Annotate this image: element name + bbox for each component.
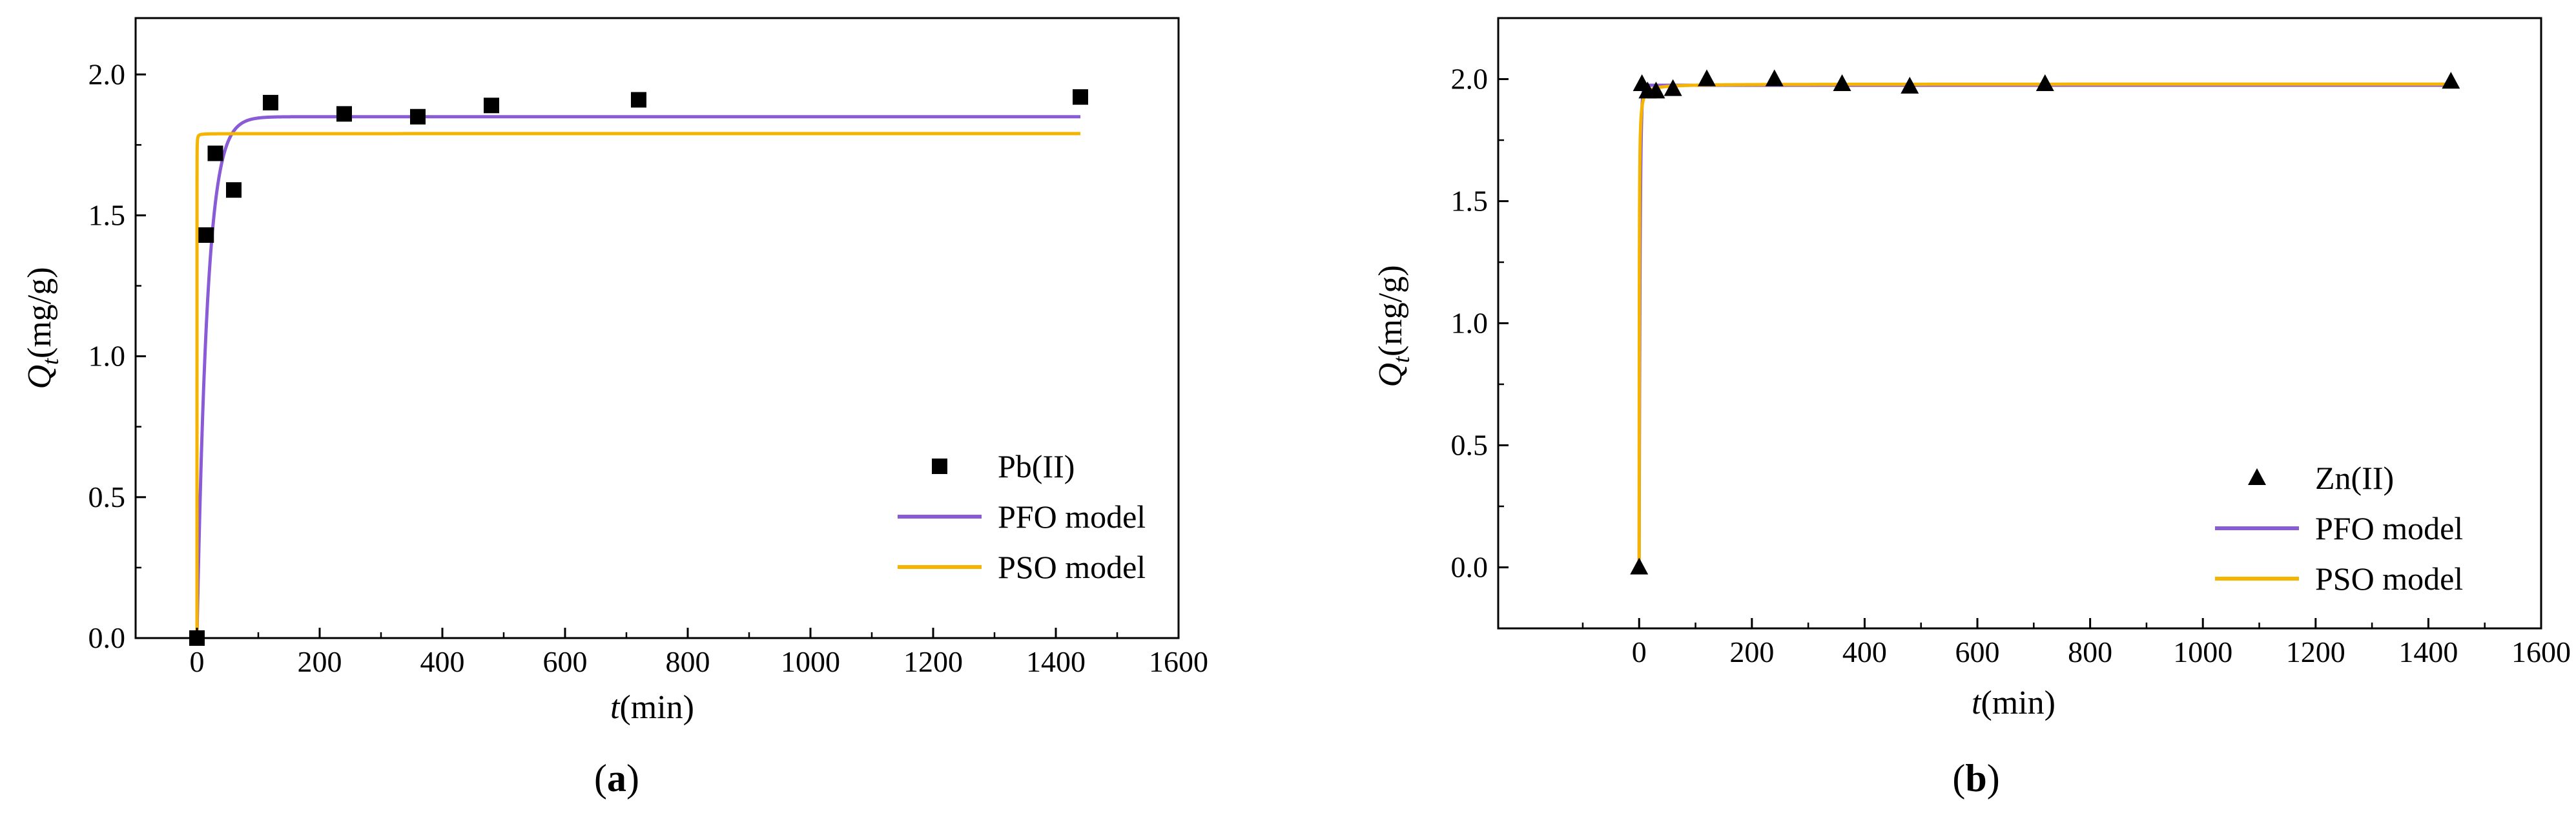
axes-layer-b: 0 200 400 600 800 1000 1200 1400 1600 0.0 0.5 1.0 1.…: [1451, 63, 2571, 669]
x-tick-label-a: 1400: [1026, 645, 1086, 678]
panel-label-a-letter: a: [607, 757, 626, 800]
y-tick-label-b: 0.0: [1451, 551, 1489, 584]
data-point-b: [1833, 74, 1851, 92]
series-layer-b: [1630, 69, 2460, 575]
data-point-b: [1698, 69, 1716, 87]
y-axis-title-b: Qt(mg/g): [1372, 265, 1414, 387]
data-point-a: [410, 108, 426, 125]
x-tick-label-b: 1600: [2511, 635, 2571, 668]
x-axis-unit-b: (min): [1981, 685, 2056, 721]
y-tick-label-b: 1.0: [1451, 307, 1489, 340]
data-point-a: [263, 94, 278, 110]
panel-label-b-letter: b: [1965, 757, 1986, 800]
x-tick-label-a: 200: [298, 645, 342, 678]
legend-label-b: Zn(II): [2315, 460, 2394, 496]
panel-label-a-close: ): [626, 757, 639, 800]
y-tick-label-b: 0.5: [1451, 429, 1489, 462]
data-point-a: [336, 106, 352, 122]
data-point-b: [1647, 81, 1665, 99]
y-tick-label-a: 1.5: [88, 198, 126, 231]
panel-label-b: (b): [1952, 757, 1999, 800]
x-axis-symbol-b: t: [1972, 685, 1982, 721]
data-point-b: [1901, 76, 1919, 94]
x-tick-label-a: 1600: [1149, 645, 1208, 678]
panel-label-a: (a): [594, 757, 639, 800]
x-tick-label-a: 800: [666, 645, 710, 678]
curve-pfo-model-a: [195, 115, 1080, 639]
curve-pso-model-b: [1637, 82, 2451, 568]
series-layer-a: [189, 89, 1088, 646]
x-axis-title-b: t(min): [1972, 685, 2056, 721]
x-tick-label-b: 1400: [2398, 635, 2458, 668]
y-axis-sub-a: t: [37, 358, 63, 365]
legend-label-a: Pb(II): [998, 448, 1075, 484]
legend-label-b: PSO model: [2315, 561, 2463, 597]
data-point-b: [1765, 69, 1784, 87]
legend-marker-a: [932, 459, 947, 474]
x-tick-label-b: 200: [1729, 635, 1774, 668]
legend-a: Pb(II) PFO model PSO model: [898, 448, 1146, 585]
x-tick-label-b: 1200: [2286, 635, 2345, 668]
x-tick-label-a: 1200: [903, 645, 963, 678]
y-tick-label-b: 1.5: [1451, 185, 1489, 218]
data-point-a: [207, 145, 223, 161]
y-axis-title-a: Qt(mg/g): [21, 267, 63, 389]
y-axis-unit-b: (mg/g): [1372, 265, 1409, 356]
x-tick-label-a: 0: [190, 645, 205, 678]
data-point-a: [484, 98, 499, 114]
data-point-b: [2035, 74, 2054, 92]
data-point-b: [1630, 557, 1649, 575]
y-axis-symbol-b: Q: [1372, 363, 1409, 387]
panel-b: 0 200 400 600 800 1000 1200 1400 1600 0.0 0.5 1.0 1.…: [1372, 17, 2571, 800]
y-tick-label-a: 0.0: [88, 621, 126, 654]
y-tick-label-a: 2.0: [88, 57, 126, 90]
axes-layer-a: 0 200 400 600 800 1000 1200 1400 1600 0.0 0.5 1.0 1.…: [88, 57, 1209, 678]
x-tick-label-a: 600: [543, 645, 588, 678]
panel-label-a-open: (: [594, 757, 607, 800]
legend-label-b: PFO model: [2315, 510, 2463, 546]
data-point-b: [1664, 79, 1682, 96]
legend-b: Zn(II) PFO model PSO model: [2215, 460, 2463, 597]
x-tick-label-b: 400: [1842, 635, 1887, 668]
data-point-a: [631, 92, 646, 108]
legend-label-a: PSO model: [998, 549, 1146, 585]
curve-pso-model-a: [195, 132, 1080, 639]
data-point-a: [198, 227, 214, 243]
panel-label-b-open: (: [1952, 757, 1965, 800]
y-tick-label-a: 1.0: [88, 340, 126, 373]
data-point-b: [2442, 72, 2460, 89]
x-tick-label-a: 400: [420, 645, 465, 678]
y-tick-label-a: 0.5: [88, 480, 126, 513]
x-tick-label-a: 1000: [781, 645, 840, 678]
y-axis-unit-a: (mg/g): [21, 267, 58, 358]
data-point-a: [226, 182, 242, 198]
panel-label-b-close: ): [1987, 757, 2000, 800]
data-point-a: [1073, 89, 1088, 105]
x-tick-label-b: 600: [1955, 635, 2000, 668]
panel-a: 0 200 400 600 800 1000 1200 1400 1600 0.0 0.5 1.0 1.…: [21, 17, 1209, 800]
x-axis-unit-a: (min): [619, 689, 694, 726]
legend-label-a: PFO model: [998, 499, 1146, 535]
x-tick-label-b: 0: [1632, 635, 1647, 668]
x-tick-label-b: 800: [2068, 635, 2112, 668]
x-axis-title-a: t(min): [610, 689, 694, 726]
x-tick-label-b: 1000: [2173, 635, 2232, 668]
legend-marker-b: [2248, 468, 2266, 485]
y-axis-sub-b: t: [1388, 356, 1414, 363]
y-tick-label-b: 2.0: [1451, 63, 1489, 96]
x-axis-symbol-a: t: [610, 689, 621, 726]
plot-frame-a: [134, 17, 1180, 639]
y-axis-symbol-a: Q: [21, 365, 58, 389]
